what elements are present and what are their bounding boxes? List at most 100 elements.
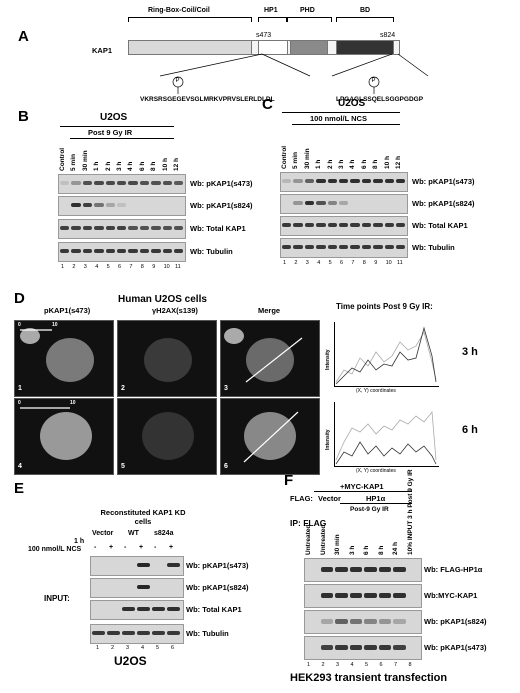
blot-band bbox=[128, 181, 138, 185]
panel-d-title: Human U2OS cells bbox=[118, 294, 207, 305]
panel-e-wb-3: Wb: Total KAP1 bbox=[186, 605, 242, 614]
blot-band bbox=[339, 245, 349, 249]
blot-band bbox=[94, 249, 104, 253]
blot-band bbox=[327, 201, 337, 205]
scale-tick-10-a: 10 bbox=[52, 322, 58, 328]
lane-number: 6 bbox=[118, 264, 122, 270]
panel-b-label: B bbox=[18, 108, 29, 125]
lane-number: 11 bbox=[175, 264, 181, 270]
blot-band bbox=[378, 567, 391, 572]
scale-tick-10-b: 10 bbox=[70, 400, 76, 406]
sequence-left: VKRSRSGEGEVSGLMRKVPRVSLERLDLDL bbox=[140, 96, 275, 103]
lane-number: 5 bbox=[365, 662, 369, 668]
blot-band bbox=[316, 223, 326, 227]
blot-band bbox=[304, 245, 315, 249]
lane-number: 3 bbox=[336, 662, 340, 668]
ncs-sign: - bbox=[124, 544, 127, 551]
x-axis-6h: (X, Y) coordinates bbox=[356, 468, 396, 474]
panel-e-time: 1 h bbox=[74, 538, 85, 545]
lane-number: 10 bbox=[385, 260, 392, 266]
lane-number: 4 bbox=[317, 260, 321, 266]
lane-number: 3 bbox=[83, 264, 87, 270]
blot-band bbox=[349, 567, 362, 572]
blot-band bbox=[373, 223, 383, 227]
blot-band bbox=[162, 226, 172, 230]
panel-d-time-title: Time points Post 9 Gy IR: bbox=[336, 302, 433, 311]
lane-number: 6 bbox=[340, 260, 344, 266]
lane-number: 2 bbox=[294, 260, 298, 266]
blot-band bbox=[327, 179, 337, 183]
panel-f-label: F bbox=[284, 472, 294, 489]
blot-band bbox=[335, 619, 348, 624]
blot-band bbox=[71, 181, 81, 185]
ncs-sign: - bbox=[154, 544, 157, 551]
blot-band bbox=[320, 567, 333, 572]
lane-label: 3 h bbox=[348, 545, 356, 555]
panel-c-cell: U2OS bbox=[338, 98, 366, 109]
blot-band bbox=[396, 245, 406, 249]
blot-band bbox=[71, 203, 81, 207]
blot-band bbox=[378, 593, 391, 598]
blot-band bbox=[316, 201, 326, 205]
panel-f-wb-3: Wb: pKAP1(s824) bbox=[424, 617, 487, 626]
blot-band bbox=[384, 223, 394, 227]
blot-band bbox=[128, 249, 138, 253]
lane-label: 8 h bbox=[372, 159, 380, 169]
panel-d-label: D bbox=[14, 290, 25, 307]
image-number-6: 6 bbox=[224, 463, 228, 470]
domain-label-phd: PHD bbox=[300, 7, 315, 14]
blot-band bbox=[174, 249, 184, 253]
blot-band bbox=[151, 249, 161, 253]
blot-band bbox=[60, 181, 70, 185]
blot-band bbox=[152, 631, 165, 635]
panel-c-wb-2: Wb: pKAP1(s824) bbox=[412, 199, 475, 208]
blot-band bbox=[94, 181, 104, 185]
blot-band bbox=[122, 607, 135, 611]
blot-band bbox=[364, 645, 377, 650]
lane-label: 10 h bbox=[383, 155, 391, 169]
lane-number: 8 bbox=[362, 260, 366, 266]
blot-band bbox=[373, 179, 383, 183]
panel-f-myc: +MYC-KAP1 bbox=[340, 482, 384, 491]
blot-band bbox=[293, 223, 303, 227]
protein-name: KAP1 bbox=[92, 46, 113, 55]
blot-band bbox=[117, 181, 127, 185]
panel-f-hp1: HP1α bbox=[366, 494, 386, 503]
blot-band bbox=[167, 563, 180, 567]
panel-f-wb-1: Wb: FLAG-HP1α bbox=[424, 565, 483, 574]
lane-number: 3 bbox=[305, 260, 309, 266]
blot-band bbox=[92, 631, 105, 635]
panel-c-wb-1: Wb: pKAP1(s473) bbox=[412, 177, 475, 186]
blot-band bbox=[162, 181, 172, 185]
blot-band bbox=[107, 631, 120, 635]
blot-band bbox=[94, 203, 104, 207]
blot-band bbox=[393, 619, 406, 624]
lane-number: 2 bbox=[72, 264, 76, 270]
y-axis-6h: Intensity bbox=[325, 429, 331, 450]
blot-band bbox=[137, 607, 150, 611]
panel-f-flag: FLAG: bbox=[290, 494, 313, 503]
blot-band bbox=[117, 203, 127, 207]
blot-band bbox=[174, 181, 184, 185]
panel-f-wb-4: Wb: pKAP1(s473) bbox=[424, 643, 487, 652]
lane-label: 8 h bbox=[377, 545, 385, 555]
blot-band bbox=[151, 226, 161, 230]
lane-label: Untreated bbox=[319, 524, 327, 555]
lane-label: 3 h bbox=[338, 159, 345, 169]
blot-band bbox=[105, 203, 115, 207]
blot-band bbox=[94, 226, 104, 230]
panel-e-wb-2: Wb: pKAP1(s824) bbox=[186, 583, 249, 592]
lane-label: 12 h bbox=[395, 155, 402, 169]
blot-band bbox=[349, 619, 362, 624]
lane-number: 11 bbox=[397, 260, 403, 266]
lane-number: 6 bbox=[171, 645, 175, 651]
lane-label: 10% INPUT 3 h Post 9 Gy IR bbox=[406, 469, 414, 555]
blot-band bbox=[139, 181, 150, 185]
panel-c-treatment: 100 nmol/L NCS bbox=[310, 114, 367, 123]
profile-3h-lines bbox=[335, 326, 437, 385]
lane-number: 5 bbox=[106, 264, 110, 270]
lane-number: 5 bbox=[328, 260, 332, 266]
blot-band bbox=[137, 585, 150, 589]
blot-band bbox=[304, 223, 315, 227]
lane-number: 7 bbox=[129, 264, 133, 270]
